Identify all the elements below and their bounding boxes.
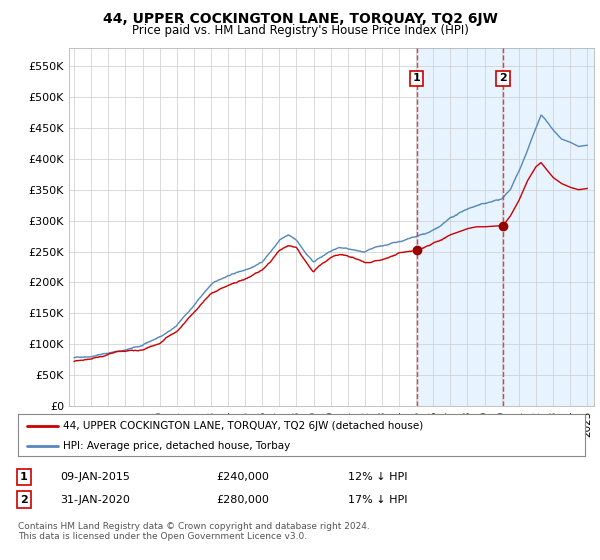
Text: 12% ↓ HPI: 12% ↓ HPI	[348, 472, 407, 482]
Text: 44, UPPER COCKINGTON LANE, TORQUAY, TQ2 6JW: 44, UPPER COCKINGTON LANE, TORQUAY, TQ2 …	[103, 12, 497, 26]
Text: 1: 1	[20, 472, 28, 482]
Text: £280,000: £280,000	[216, 494, 269, 505]
Text: 31-JAN-2020: 31-JAN-2020	[60, 494, 130, 505]
Bar	[416, 48, 503, 406]
Text: Contains HM Land Registry data © Crown copyright and database right 2024.
This d: Contains HM Land Registry data © Crown c…	[18, 522, 370, 542]
Text: 2: 2	[499, 73, 507, 83]
Text: 2: 2	[20, 494, 28, 505]
Text: 1: 1	[413, 73, 421, 83]
Text: Price paid vs. HM Land Registry's House Price Index (HPI): Price paid vs. HM Land Registry's House …	[131, 24, 469, 36]
Text: £240,000: £240,000	[216, 472, 269, 482]
Bar	[503, 48, 594, 406]
Text: 17% ↓ HPI: 17% ↓ HPI	[348, 494, 407, 505]
Text: 09-JAN-2015: 09-JAN-2015	[60, 472, 130, 482]
Text: 44, UPPER COCKINGTON LANE, TORQUAY, TQ2 6JW (detached house): 44, UPPER COCKINGTON LANE, TORQUAY, TQ2 …	[64, 421, 424, 431]
Text: HPI: Average price, detached house, Torbay: HPI: Average price, detached house, Torb…	[64, 441, 290, 451]
